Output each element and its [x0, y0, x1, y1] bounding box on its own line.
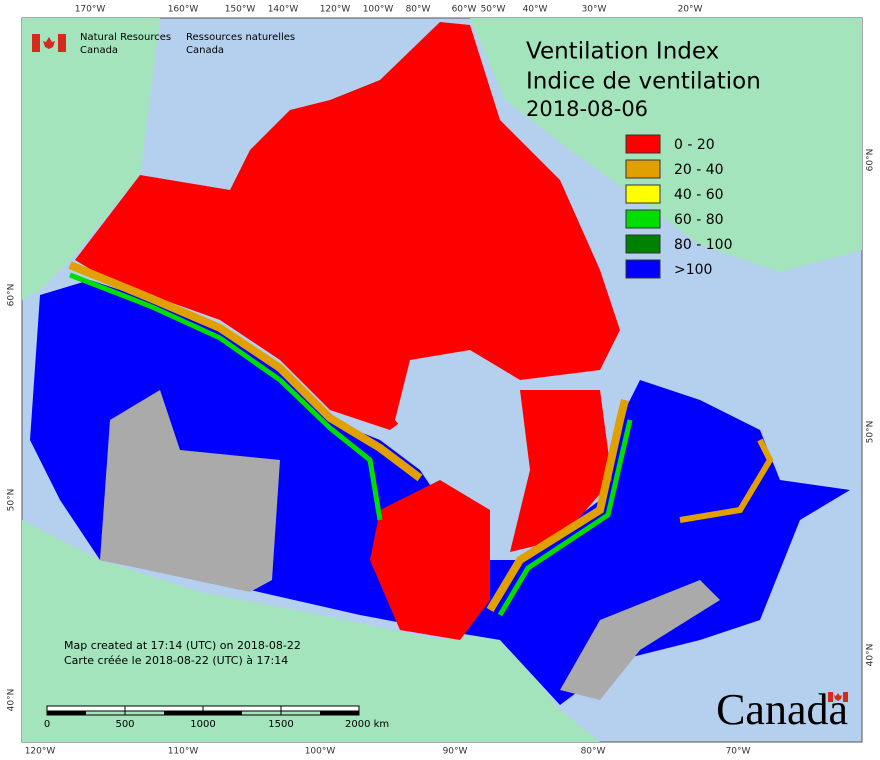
- scale-label: 500: [115, 719, 134, 730]
- canada: [30, 22, 850, 705]
- scale-segment: [164, 711, 203, 715]
- scale-segment: [124, 705, 204, 712]
- legend-label: 40 - 60: [674, 187, 724, 203]
- graticule-label: 140°W: [268, 5, 299, 15]
- scale-bar: 0 500 1000 1500 2000 km: [44, 705, 389, 730]
- scale-segment: [202, 705, 282, 712]
- scale-label: 0: [44, 719, 50, 730]
- scale-label: 1000: [190, 719, 215, 730]
- graticule-label: 90°W: [443, 747, 468, 757]
- graticule-label: 40°N: [7, 689, 17, 712]
- legend-label: >100: [674, 262, 712, 278]
- graticule-label: 80°W: [581, 747, 606, 757]
- legend-label: 0 - 20: [674, 137, 715, 153]
- scale-label: 2000 km: [345, 719, 389, 730]
- legend-label: 80 - 100: [674, 237, 733, 253]
- graticule-label: 60°W: [452, 5, 477, 15]
- graticule-label: 50°N: [7, 489, 17, 512]
- title: Indice de ventilation: [526, 69, 761, 95]
- legend: 0 - 20 20 - 40 40 - 60 60 - 80 80 - 100 >100: [625, 134, 733, 279]
- scale-segment: [203, 711, 242, 715]
- scale-segment: [280, 705, 360, 712]
- graticule-label: 170°W: [75, 5, 106, 15]
- header-en: Natural Resources: [80, 32, 171, 43]
- graticule: 170°W 160°W 150°W 140°W 120°W 100°W 80°W 60°W 50…: [7, 5, 876, 757]
- graticule-label: 120°W: [25, 747, 56, 757]
- scale-segment: [280, 710, 360, 716]
- graticule-label: 20°W: [678, 5, 703, 15]
- title-date: 2018-08-06: [526, 97, 648, 121]
- wordmark: Canada: [716, 685, 848, 734]
- graticule-label: 30°W: [582, 5, 607, 15]
- graticule-label: 100°W: [363, 5, 394, 15]
- header-en: Canada: [80, 45, 118, 56]
- graticule-label: 100°W: [305, 747, 336, 757]
- graticule-label: 70°W: [726, 747, 751, 757]
- legend-swatch: [625, 159, 661, 179]
- graticule-label: 110°W: [168, 747, 199, 757]
- scale-segment: [320, 711, 359, 715]
- graticule-label: 50°W: [481, 5, 506, 15]
- scale-segment: [46, 705, 126, 712]
- graticule-label: 120°W: [320, 5, 351, 15]
- foreign-land: [22, 18, 862, 742]
- scale-label: 1500: [268, 719, 293, 730]
- legend-swatch: [625, 134, 661, 154]
- header-fr: Canada: [186, 45, 224, 56]
- legend-swatch: [625, 184, 661, 204]
- graticule-label: 60°N: [866, 149, 876, 172]
- legend-swatch: [625, 234, 661, 254]
- header: Natural Resources Canada Ressources natu…: [32, 32, 295, 56]
- scale-segment: [47, 711, 86, 715]
- graticule-label: 40°W: [523, 5, 548, 15]
- graticule-label: 60°N: [7, 284, 17, 307]
- note: Carte créée le 2018-08-22 (UTC) à 17:14: [64, 654, 288, 667]
- graticule-label: 160°W: [168, 5, 199, 15]
- graticule-label: 50°N: [866, 421, 876, 444]
- header-fr: Ressources naturelles: [186, 32, 295, 43]
- title: Ventilation Index: [526, 39, 719, 65]
- legend-swatch: [625, 259, 661, 279]
- legend-label: 20 - 40: [674, 162, 724, 178]
- graticule-label: 150°W: [225, 5, 256, 15]
- note: Map created at 17:14 (UTC) on 2018-08-22: [64, 639, 301, 652]
- graticule-label: 80°W: [406, 5, 431, 15]
- wordmark-flag: [828, 692, 848, 702]
- graticule-label: 40°N: [866, 644, 876, 667]
- legend-swatch: [625, 209, 661, 229]
- legend-label: 60 - 80: [674, 212, 724, 228]
